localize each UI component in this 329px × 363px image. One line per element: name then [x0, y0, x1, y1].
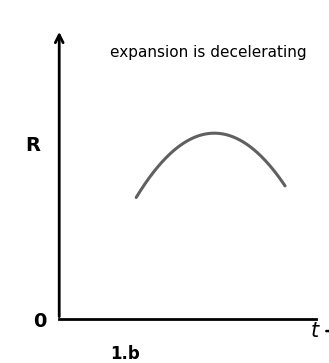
Text: 0: 0: [33, 312, 46, 331]
Text: 1.b: 1.b: [110, 345, 140, 363]
Text: expansion is decelerating: expansion is decelerating: [110, 45, 306, 60]
Text: $t$: $t$: [311, 321, 321, 341]
Text: R: R: [25, 136, 40, 155]
